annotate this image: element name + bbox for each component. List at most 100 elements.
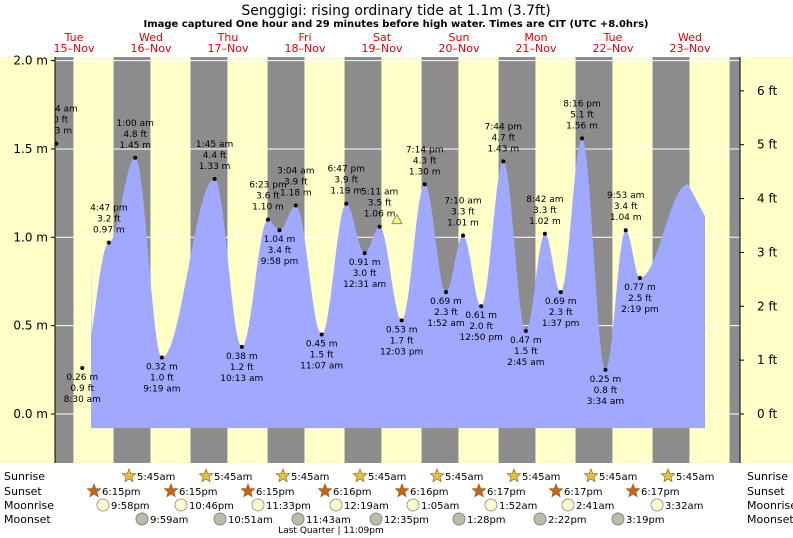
- footer-row-label-left: Sunset: [4, 485, 42, 498]
- sunrise-icon: [660, 468, 676, 483]
- moonrise-icon: [406, 498, 420, 512]
- y-tick-label-ft: 5 ft: [757, 138, 777, 152]
- left-axis-band: [0, 57, 55, 463]
- tide-label: 3.3 ft: [451, 208, 475, 218]
- tide-label: 1:00 am: [117, 119, 154, 129]
- tide-point: [542, 231, 547, 236]
- y-tick-label-m: 1.0 m: [13, 230, 48, 244]
- tide-label: 2:19 pm: [621, 305, 659, 315]
- tide-label: 11:07 am: [300, 361, 343, 371]
- tide-label: 1.5 ft: [310, 350, 334, 360]
- tide-point: [377, 224, 382, 229]
- tide-point: [623, 228, 628, 233]
- sunrise-icon: [275, 468, 291, 483]
- tide-label: 0.53 m: [386, 325, 418, 335]
- tide-label: 9:58 pm: [261, 257, 299, 267]
- tide-point: [344, 201, 349, 206]
- tide-label: 1.30 m: [409, 167, 441, 177]
- tide-label: 9:53 am: [607, 191, 644, 201]
- day-label-dow: Wed: [139, 31, 163, 44]
- tide-point: [460, 233, 465, 238]
- tide-label: 7:10 am: [444, 197, 481, 207]
- footer-row-label-right: Sunrise: [747, 470, 788, 483]
- moonset-time: 3:19pm: [626, 515, 665, 526]
- sunset-icon: [548, 483, 564, 498]
- y-tick-label-ft: 2 ft: [757, 299, 777, 313]
- moonset-time: 12:35pm: [384, 515, 429, 526]
- sunrise-icon: [429, 468, 445, 483]
- tide-label: 7:44 pm: [485, 122, 523, 132]
- y-tick-label-ft: 6 ft: [757, 84, 777, 98]
- tide-label: 0.97 m: [93, 226, 125, 236]
- footer-row-label-left: Moonset: [4, 513, 51, 526]
- tide-label: 0.32 m: [146, 362, 178, 372]
- tide-label: 5:11 am: [361, 188, 398, 198]
- tide-label: 8:42 am: [526, 195, 563, 205]
- tide-label: 0.38 m: [226, 352, 258, 362]
- tide-markers: [54, 136, 642, 372]
- sunrise-time: 5:45am: [291, 472, 329, 483]
- tide-point: [159, 355, 164, 360]
- sunset-time: 6:17pm: [641, 487, 680, 498]
- tide-point: [319, 332, 324, 337]
- sunrise-time: 5:45am: [522, 472, 560, 483]
- tide-label: 1.19 m: [330, 187, 362, 197]
- tide-label: 0.91 m: [349, 258, 381, 268]
- tide-point: [558, 290, 563, 295]
- moonset-icon: [213, 512, 227, 526]
- tide-label: 5.0 ft: [44, 116, 68, 126]
- tide-label: 3:04 am: [277, 166, 314, 176]
- tide-label: 0.45 m: [306, 339, 338, 349]
- y-tick-label-m: 0.0 m: [13, 407, 48, 421]
- tide-point: [523, 328, 528, 333]
- sunset-icon: [471, 483, 487, 498]
- tide-label: 4.3 ft: [413, 156, 437, 166]
- tide-label: 9:19 am: [143, 384, 180, 394]
- tide-label: 1.5 ft: [514, 347, 538, 357]
- footer-row-label-right: Moonrise: [747, 499, 793, 512]
- moonrise-icon: [174, 498, 188, 512]
- tide-label: 8:16 pm: [563, 99, 601, 109]
- moonset-time: 1:28pm: [467, 515, 506, 526]
- tide-label: 1.01 m: [447, 219, 479, 229]
- tide-label: 3.9 ft: [334, 176, 358, 186]
- sunset-time: 6:16pm: [333, 487, 372, 498]
- tide-label: 4.4 ft: [203, 151, 227, 161]
- tide-label: 2.3 ft: [434, 308, 458, 318]
- tide-label: 0.77 m: [624, 283, 656, 293]
- footer-row-label-right: Moonset: [747, 513, 793, 526]
- tide-label: 4.7 ft: [491, 133, 515, 143]
- day-labels: Tue15–NovWed16–NovThu17–NovFri18–NovSat1…: [54, 31, 711, 55]
- tide-label: 1:45 am: [196, 140, 233, 150]
- tide-point: [399, 318, 404, 323]
- tide-point: [293, 203, 298, 208]
- moonrise-time: 10:46pm: [189, 501, 234, 512]
- day-label-dow: Thu: [217, 31, 239, 44]
- tide-label: 1.33 m: [199, 162, 231, 172]
- day-label-dow: Sun: [449, 31, 470, 44]
- day-label-date: 17–Nov: [208, 42, 249, 55]
- day-label-date: 23–Nov: [670, 42, 711, 55]
- tide-label: 0.26 m: [66, 373, 98, 383]
- sunset-time: 6:15pm: [179, 487, 218, 498]
- moonset-time: 9:59am: [150, 515, 188, 526]
- tide-label: 12:24 am: [35, 105, 78, 115]
- tide-label: 0.47 m: [510, 336, 542, 346]
- night-band: [729, 57, 740, 463]
- sunrise-icon: [352, 468, 368, 483]
- tide-label: 7:14 pm: [406, 145, 444, 155]
- moonrise-time: 12:19am: [344, 501, 389, 512]
- tide-label: 12:50 pm: [460, 333, 503, 343]
- tide-area-series: [91, 138, 705, 429]
- tide-label: 1.02 m: [529, 217, 561, 227]
- sunset-time: 6:15pm: [102, 487, 141, 498]
- axes: 2.0 m 1.5 m 1.0 m 0.5 m 0.0 m 6 ft 5 ft 4 ft 3 f…: [0, 54, 793, 463]
- moonset-time: 10:51am: [228, 515, 273, 526]
- tide-point: [265, 217, 270, 222]
- sunset-time: 6:17pm: [564, 487, 603, 498]
- tide-point: [603, 367, 608, 372]
- tide-label: 6:47 pm: [327, 165, 365, 175]
- moon-phase-label: Last Quarter | 11:09pm: [278, 526, 384, 536]
- tide-label: 0.25 m: [590, 375, 622, 385]
